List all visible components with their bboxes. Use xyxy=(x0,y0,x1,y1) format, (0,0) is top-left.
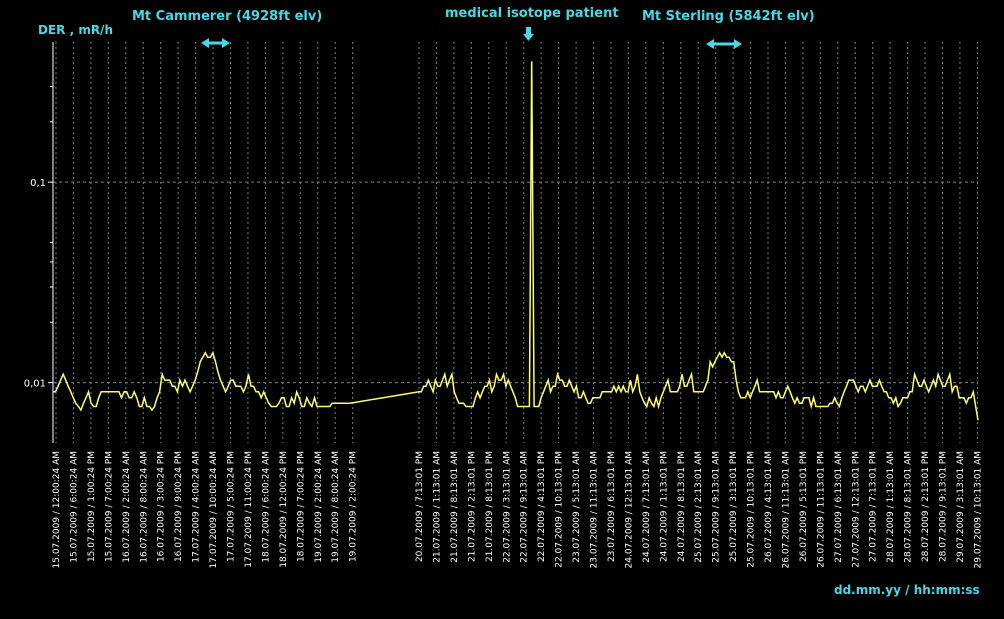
x-tick-label: 24.07.2009 / 1:13:01 PM xyxy=(659,451,669,562)
data-series-line xyxy=(53,61,979,421)
x-tick-label: 24.07.2009 / 8:13:01 PM xyxy=(677,451,687,562)
x-tick-label: 19.07.2009 / 2:00:24 AM xyxy=(314,451,324,563)
x-tick-label: 29.07.2009 / 10:13:01 AM xyxy=(973,451,983,569)
x-tick-label: 18.07.2009 / 6:00:24 AM xyxy=(261,451,271,563)
annotation-isotope: medical isotope patient xyxy=(445,6,619,21)
cammerer-arrow-head-left xyxy=(201,38,209,48)
x-tick-label: 21.07.2009 / 2:13:01 PM xyxy=(467,451,477,562)
x-tick-label: 25.07.2009 / 10:13:01 PM xyxy=(747,451,757,568)
isotope-arrow-head xyxy=(523,34,534,41)
x-tick-label: 28.07.2009 / 8:13:01 AM xyxy=(904,451,914,563)
x-tick-label: 23.07.2009 / 6:13:01 PM xyxy=(607,451,617,562)
x-tick-label: 16.07.2009 / 3:00:24 PM xyxy=(157,451,167,562)
x-tick-label: 29.07.2009 / 3:13:01 AM xyxy=(956,451,966,563)
isotope-arrow-shaft xyxy=(526,27,531,34)
x-tick-label: 26.07.2009 / 4:13:01 AM xyxy=(764,451,774,563)
x-tick-label: 15.07.2009 / 12:00:24 AM xyxy=(52,451,62,569)
x-tick-label: 17.07.2009 / 11:00:24 PM xyxy=(244,451,254,568)
x-tick-label: 16.07.2009 / 2:00:24 AM xyxy=(122,451,132,563)
x-tick-label: 25.07.2009 / 9:13:01 AM xyxy=(712,451,722,563)
x-tick-label: 17.07.2009 / 4:00:24 AM xyxy=(192,451,202,563)
x-tick-label: 18.07.2009 / 12:00:24 PM xyxy=(279,451,289,568)
x-tick-label: 19.07.2009 / 8:00:24 AM xyxy=(331,451,341,563)
x-tick-label: 25.07.2009 / 3:13:01 PM xyxy=(729,451,739,562)
x-tick-label: 28.07.2009 / 2:13:01 PM xyxy=(921,451,931,562)
x-tick-label: 27.07.2009 / 7:13:01 PM xyxy=(869,451,879,562)
x-tick-label: 22.07.2009 / 4:13:01 PM xyxy=(537,451,547,562)
x-tick-label: 20.07.2009 / 7:13:01 PM xyxy=(415,451,425,562)
x-tick-label: 15.07.2009 / 6:00:24 AM xyxy=(69,451,79,563)
sterling-arrow-head-left xyxy=(706,39,714,49)
x-tick-label: 28.07.2009 / 9:13:01 PM xyxy=(939,451,949,562)
y-tick-label: 0,1 xyxy=(30,178,46,189)
y-tick-label: 0,01 xyxy=(24,379,46,390)
cammerer-arrow-head-right xyxy=(222,38,230,48)
x-tick-label: 23.07.2009 / 5:13:01 AM xyxy=(572,451,582,563)
sterling-arrow-head-right xyxy=(734,39,742,49)
x-tick-label: 26.07.2009 / 11:13:01 AM xyxy=(781,451,791,569)
x-tick-label: 21.07.2009 / 1:13:01 AM xyxy=(432,451,442,563)
x-tick-label: 26.07.2009 / 5:13:01 PM xyxy=(799,451,809,562)
x-axis-label: dd.mm.yy / hh:mm:ss xyxy=(834,583,980,597)
x-tick-label: 16.07.2009 / 9:00:24 PM xyxy=(174,451,184,562)
x-tick-label: 27.07.2009 / 6:13:01 AM xyxy=(834,451,844,563)
x-tick-label: 24.07.2009 / 12:13:01 AM xyxy=(624,451,634,569)
annotation-cammerer: Mt Cammerer (4928ft elv) xyxy=(132,9,323,24)
x-tick-label: 27.07.2009 / 12:13:01 PM xyxy=(851,451,861,568)
x-tick-label: 18.07.2009 / 7:00:24 PM xyxy=(296,451,306,562)
y-axis-label: DER , mR/h xyxy=(38,23,113,37)
x-tick-label: 22.07.2009 / 10:13:01 PM xyxy=(555,451,565,568)
x-tick-label: 15.07.2009 / 7:00:24 PM xyxy=(104,451,114,562)
x-tick-label: 22.07.2009 / 9:13:01 AM xyxy=(520,451,530,563)
x-tick-label: 28.07.2009 / 1:13:01 AM xyxy=(886,451,896,563)
x-tick-label: 22.07.2009 / 3:13:01 AM xyxy=(502,451,512,563)
x-tick-label: 15.07.2009 / 1:00:24 PM xyxy=(87,451,97,562)
x-tick-label: 23.07.2009 / 11:13:01 AM xyxy=(590,451,600,569)
x-tick-label: 21.07.2009 / 8:13:01 AM xyxy=(450,451,460,563)
x-tick-label: 25.07.2009 / 2:13:01 AM xyxy=(694,451,704,563)
annotation-sterling: Mt Sterling (5842ft elv) xyxy=(642,9,815,24)
x-tick-label: 26.07.2009 / 11:13:01 PM xyxy=(816,451,826,568)
x-tick-label: 17.07.2009 / 5:00:24 PM xyxy=(227,451,237,562)
x-tick-label: 21.07.2009 / 8:13:01 PM xyxy=(485,451,495,562)
x-tick-label: 19.07.2009 / 2:00:24 PM xyxy=(349,451,359,562)
x-tick-label: 24.07.2009 / 7:13:01 AM xyxy=(642,451,652,563)
x-tick-label: 17.07.2009 / 10:00:24 AM xyxy=(209,451,219,569)
x-tick-label: 16.07.2009 / 8:00:24 AM xyxy=(139,451,149,563)
